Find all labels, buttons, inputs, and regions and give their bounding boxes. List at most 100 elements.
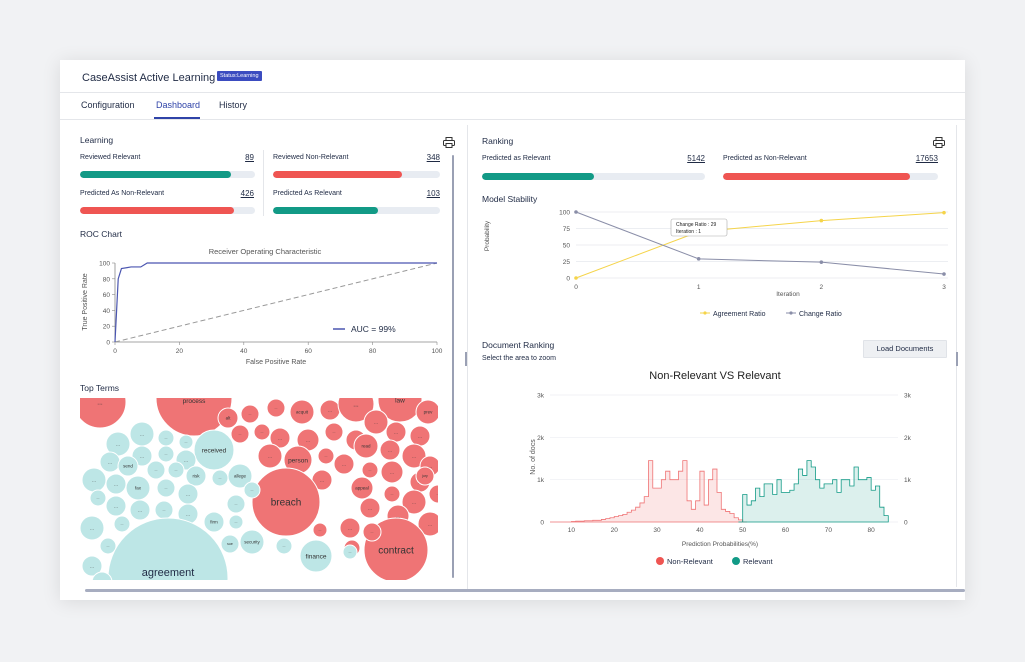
roc-y-tick-label: 40 — [103, 308, 111, 315]
term-bubble-label: ... — [396, 514, 400, 519]
roc-ylabel: True Positive Rate — [82, 273, 89, 330]
term-bubble-circle — [193, 429, 235, 471]
non-relevant-legend-dot — [656, 557, 664, 565]
rank-predicted-non-relevant-count[interactable]: 17653 — [915, 154, 938, 163]
term-bubble-circle — [428, 484, 438, 504]
term-bubble-label: ... — [116, 442, 120, 447]
term-bubble-label: ... — [97, 496, 100, 500]
term-bubble-circle — [155, 398, 233, 437]
term-bubble-label: ... — [97, 399, 103, 406]
stability-y-tick-label: 50 — [563, 243, 571, 250]
term-bubble: process — [155, 398, 233, 437]
histogram-y-tick-label-left: 2k — [537, 435, 545, 442]
active-tab-indicator — [154, 117, 200, 119]
term-bubble-label: ... — [140, 454, 144, 459]
term-bubble-label: ... — [138, 508, 142, 513]
roc-legend-label: AUC = 99% — [351, 324, 396, 334]
histogram-x-tick-label: 70 — [825, 527, 833, 534]
term-bubble-label: security — [244, 540, 260, 545]
term-bubble-label: ... — [278, 436, 282, 441]
term-bubble-circle — [220, 534, 240, 554]
term-bubble-circle — [203, 511, 225, 533]
document-ranking-chart[interactable]: Non-Relevant VS Relevant 0 0 1k 1k 2k 2k 3k 3k 1… — [520, 365, 915, 570]
rank-predicted-non-relevant-bar — [723, 173, 938, 180]
term-bubble: ... — [401, 489, 427, 515]
top-terms-title: Top Terms — [80, 383, 120, 393]
center-resize-handle[interactable] — [465, 352, 467, 366]
predicted-relevant-count[interactable]: 103 — [426, 189, 440, 198]
predicted-non-relevant-bar — [80, 207, 255, 214]
term-bubble: ... — [275, 537, 293, 555]
term-bubble-label: allege — [234, 474, 247, 479]
histogram-y-tick-label-left: 1k — [537, 477, 545, 484]
term-bubble: ... — [385, 421, 407, 443]
stability-y-tick-label: 75 — [563, 226, 571, 233]
term-bubble-label: breach — [271, 498, 302, 509]
right-resize-handle[interactable] — [956, 352, 958, 366]
term-bubble-label: ... — [390, 470, 394, 475]
roc-xlabel: False Positive Rate — [246, 359, 306, 366]
term-bubble-circle — [217, 407, 239, 429]
term-bubble-label: ... — [306, 438, 310, 443]
term-bubble: ... — [379, 439, 401, 461]
bubble-svg: ... process law prev alt...... acquit........… — [80, 398, 438, 580]
term-bubble: ... — [81, 467, 107, 493]
term-bubble-label: ... — [186, 492, 190, 497]
term-bubble-circle — [113, 515, 131, 533]
term-bubble-circle — [275, 537, 293, 555]
horizontal-scrollbar[interactable] — [85, 589, 965, 592]
histogram-x-tick-label: 80 — [868, 527, 876, 534]
histogram-x-tick-label: 50 — [739, 527, 747, 534]
term-bubble: ... — [80, 398, 127, 429]
term-bubble-circle — [379, 439, 401, 461]
term-bubble-label: ... — [163, 508, 166, 512]
relevant-area — [738, 460, 889, 523]
reviewed-relevant-bar — [80, 171, 255, 178]
term-bubble-label: ... — [275, 406, 278, 410]
rank-predicted-relevant-count[interactable]: 5142 — [687, 154, 705, 163]
status-badge: Status:Learning — [217, 71, 262, 81]
term-bubble-circle — [105, 495, 127, 517]
term-bubble: ... — [226, 494, 246, 514]
term-bubble-label: ... — [412, 454, 416, 459]
model-stability-title: Model Stability — [482, 194, 538, 204]
tab-dashboard[interactable]: Dashboard — [156, 100, 201, 110]
term-bubble-label: ... — [165, 486, 168, 490]
term-bubble: ... — [178, 434, 194, 450]
term-bubble: ... — [156, 478, 176, 498]
reviewed-non-relevant-count[interactable]: 348 — [426, 153, 440, 162]
term-bubble-circle — [257, 443, 283, 469]
term-bubble-label: ... — [437, 492, 438, 496]
term-bubble-label: process — [183, 398, 207, 405]
roc-x-tick-label: 0 — [113, 348, 117, 355]
term-bubble: ... — [319, 399, 341, 421]
histogram-y-tick-label-right: 0 — [904, 520, 908, 527]
term-bubble: law — [377, 398, 423, 423]
term-bubble: sue — [220, 534, 240, 554]
term-bubble-label: ... — [185, 440, 188, 444]
predicted-non-relevant-count[interactable]: 426 — [240, 189, 254, 198]
term-bubble: read — [353, 433, 379, 459]
ranking-print-icon[interactable] — [933, 137, 945, 148]
stability-x-tick-label: 1 — [697, 284, 701, 291]
term-bubble-label: law — [395, 398, 405, 404]
histogram-x-tick-label: 10 — [568, 527, 576, 534]
term-bubble: ... — [89, 489, 107, 507]
print-icon[interactable] — [443, 137, 455, 148]
load-documents-button[interactable]: Load Documents — [863, 340, 947, 358]
term-bubble-label: read — [361, 444, 371, 449]
tab-configuration[interactable]: Configuration — [81, 100, 135, 110]
term-bubble-label: ... — [412, 500, 416, 505]
term-bubble-circle — [363, 409, 389, 435]
header-divider — [60, 92, 965, 93]
agreement-point — [819, 218, 824, 223]
reviewed-relevant-count[interactable]: 89 — [245, 153, 254, 162]
rank-predicted-relevant-label: Predicted as Relevant — [482, 155, 551, 162]
term-bubble: ... — [177, 483, 199, 505]
stability-y-tick-label: 100 — [559, 210, 570, 217]
term-bubble-label: ... — [394, 430, 398, 435]
term-bubble-label: ... — [325, 454, 328, 458]
tab-history[interactable]: History — [219, 100, 248, 110]
left-panel-scrollbar[interactable] — [452, 155, 454, 578]
term-bubble: breach — [251, 467, 321, 537]
